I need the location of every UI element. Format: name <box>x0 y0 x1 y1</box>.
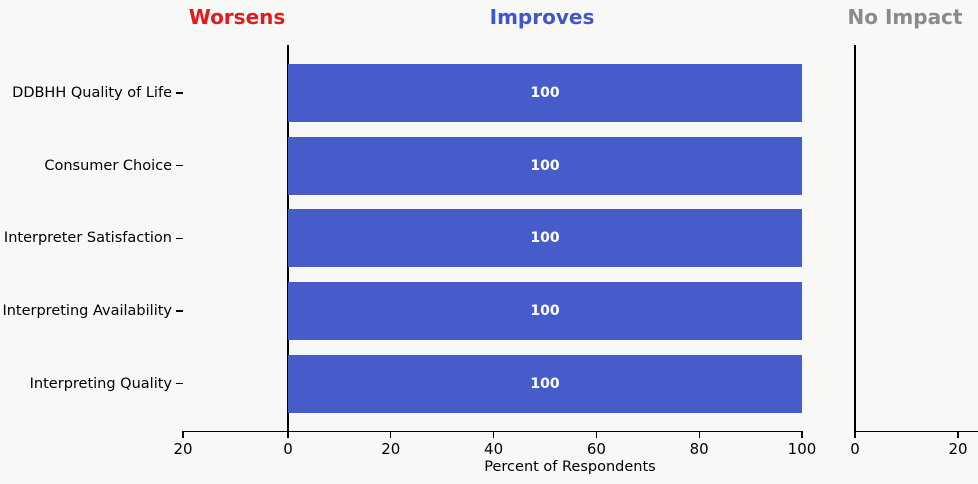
category-label: Interpreting Availability <box>2 303 172 320</box>
bar-value-label: 100 <box>530 375 560 392</box>
x-tick <box>698 431 700 438</box>
y-spine <box>854 45 856 433</box>
x-tick <box>287 431 289 438</box>
x-tick <box>595 431 598 438</box>
x-tick <box>390 431 392 438</box>
y-tick <box>176 383 183 385</box>
x-tick-label: 20 <box>948 440 968 458</box>
x-tick-label: 40 <box>484 440 504 458</box>
x-tick-label: 0 <box>283 440 293 458</box>
x-tick-label: 60 <box>586 440 606 458</box>
x-tick-label: 0 <box>850 440 860 458</box>
category-label: Interpreting Quality <box>29 375 172 392</box>
panel-title-worsens: Worsens <box>188 5 286 29</box>
x-axis-label: Percent of Respondents <box>484 459 656 475</box>
x-tick <box>492 431 495 438</box>
x-tick <box>957 431 959 438</box>
x-tick-label: 100 <box>787 440 817 458</box>
bar-value-label: 100 <box>530 85 560 101</box>
bar-value-label: 100 <box>530 303 560 320</box>
category-label: DDBHH Quality of Life <box>12 85 172 101</box>
bar-value-label: 100 <box>530 157 560 174</box>
bar-value-label: 100 <box>530 230 560 247</box>
category-label: Interpreter Satisfaction <box>3 230 172 247</box>
bar: 100 <box>288 282 802 341</box>
x-tick <box>801 431 803 438</box>
x-tick <box>854 431 856 438</box>
x-axis-line <box>854 431 978 433</box>
bar: 100 <box>288 136 802 195</box>
bar: 100 <box>288 209 802 268</box>
x-tick-label: 20 <box>381 440 401 458</box>
x-tick <box>182 431 184 438</box>
x-tick-label: 20 <box>173 440 193 458</box>
bar: 100 <box>288 64 802 122</box>
category-label: Consumer Choice <box>44 157 172 174</box>
bar: 100 <box>288 354 802 413</box>
panel-title-no-impact: No Impact <box>847 5 963 29</box>
y-tick <box>176 92 183 94</box>
x-tick-label: 80 <box>689 440 709 458</box>
y-tick <box>176 310 183 312</box>
y-spine <box>287 45 289 433</box>
panel-title-improves: Improves <box>489 5 595 29</box>
y-tick <box>176 237 183 240</box>
y-tick <box>176 165 183 167</box>
